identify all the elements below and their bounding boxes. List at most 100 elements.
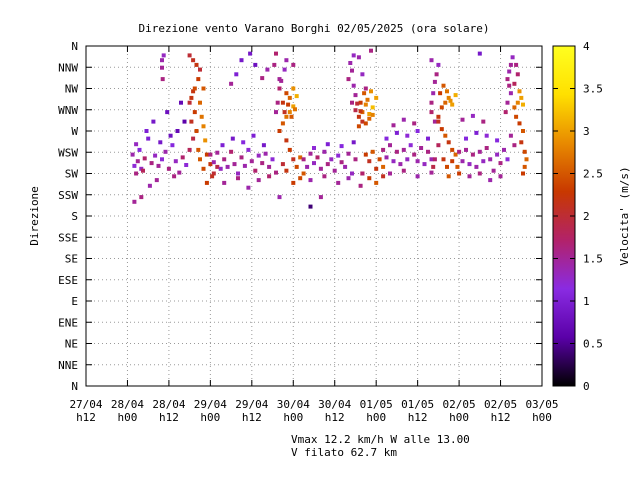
data-points bbox=[130, 48, 529, 209]
data-point bbox=[318, 195, 323, 200]
data-point bbox=[199, 114, 204, 119]
data-point bbox=[470, 113, 475, 118]
data-point bbox=[256, 153, 261, 158]
data-point bbox=[165, 110, 170, 115]
data-point bbox=[477, 171, 482, 176]
data-point bbox=[275, 100, 280, 105]
data-point bbox=[339, 160, 344, 165]
data-point bbox=[196, 77, 201, 82]
data-point bbox=[356, 124, 361, 129]
data-point bbox=[360, 119, 365, 124]
data-point bbox=[180, 155, 185, 160]
data-point bbox=[429, 100, 434, 105]
data-point bbox=[436, 114, 441, 119]
data-point bbox=[453, 152, 458, 157]
data-point bbox=[160, 65, 164, 70]
data-point bbox=[308, 178, 313, 183]
data-point bbox=[308, 151, 313, 156]
data-point bbox=[488, 157, 493, 162]
data-point bbox=[441, 157, 446, 162]
data-point bbox=[370, 105, 375, 110]
data-point bbox=[225, 164, 230, 169]
y-tick-label: W bbox=[71, 125, 78, 138]
data-point bbox=[198, 100, 202, 105]
data-point bbox=[446, 174, 451, 179]
data-point bbox=[441, 83, 446, 88]
y-tick-label: SSE bbox=[58, 231, 78, 244]
data-point bbox=[517, 89, 522, 94]
data-point bbox=[367, 116, 372, 121]
data-point bbox=[517, 121, 522, 126]
data-point bbox=[312, 161, 316, 166]
y-tick-label: WNW bbox=[58, 104, 78, 117]
data-point bbox=[204, 180, 209, 185]
data-point bbox=[358, 100, 363, 105]
data-point bbox=[277, 86, 282, 91]
data-point bbox=[325, 162, 330, 167]
data-point bbox=[439, 127, 444, 132]
data-point bbox=[215, 164, 220, 169]
data-point bbox=[201, 124, 206, 129]
data-point bbox=[508, 62, 513, 67]
data-point bbox=[353, 93, 358, 98]
data-point bbox=[298, 176, 303, 181]
data-point bbox=[294, 164, 299, 169]
x-tick-label-hour: h00 bbox=[532, 411, 552, 424]
data-point bbox=[356, 114, 361, 119]
data-point bbox=[187, 100, 192, 105]
x-tick-label-date: 27/04 bbox=[69, 398, 102, 411]
data-point bbox=[363, 152, 368, 157]
x-tick-label-date: 03/05 bbox=[525, 398, 558, 411]
x-tick-label-hour: h12 bbox=[76, 411, 96, 424]
data-point bbox=[265, 67, 270, 72]
data-point bbox=[246, 147, 251, 152]
data-point bbox=[274, 170, 278, 175]
colorbar-tick-label: 0 bbox=[583, 380, 590, 393]
data-point bbox=[346, 77, 351, 82]
x-tick-label-date: 30/04 bbox=[277, 398, 310, 411]
y-axis-label: Direzione bbox=[28, 186, 41, 246]
data-point bbox=[184, 163, 189, 167]
data-point bbox=[277, 129, 282, 133]
data-point bbox=[191, 89, 196, 94]
data-point bbox=[284, 168, 289, 173]
data-point bbox=[391, 123, 396, 128]
data-point bbox=[391, 159, 396, 164]
data-point bbox=[242, 163, 247, 168]
data-point bbox=[443, 133, 448, 138]
data-point bbox=[515, 100, 520, 105]
data-point bbox=[405, 157, 410, 162]
data-point bbox=[415, 159, 420, 164]
colorbar-tick-label: 0.5 bbox=[583, 338, 603, 351]
data-point bbox=[203, 138, 208, 143]
data-point bbox=[241, 140, 246, 145]
data-point bbox=[381, 174, 386, 179]
y-axis-ticks: N NNE NE ENE E ESE SE SSE S SSW SW WSW W WNW NW NNW N bbox=[58, 40, 542, 393]
data-point bbox=[362, 91, 367, 96]
data-point bbox=[280, 100, 285, 105]
data-point bbox=[175, 129, 180, 133]
x-tick-label-hour: h00 bbox=[366, 411, 386, 424]
data-point bbox=[374, 180, 379, 185]
data-point bbox=[291, 180, 296, 185]
data-point bbox=[438, 91, 443, 96]
data-point bbox=[460, 117, 465, 122]
data-point bbox=[477, 149, 482, 154]
data-point bbox=[301, 157, 306, 162]
data-point bbox=[220, 143, 225, 148]
data-point bbox=[521, 129, 525, 133]
data-point bbox=[260, 76, 265, 81]
data-point bbox=[215, 150, 220, 155]
data-point bbox=[201, 86, 206, 91]
data-point bbox=[512, 143, 517, 148]
data-point bbox=[346, 151, 351, 156]
data-point bbox=[367, 112, 372, 116]
colorbar-tick-label: 1.5 bbox=[583, 253, 603, 266]
data-point bbox=[287, 147, 292, 152]
data-point bbox=[370, 112, 375, 117]
x-tick-label-hour: h00 bbox=[118, 411, 138, 424]
data-point bbox=[161, 53, 166, 58]
data-point bbox=[429, 110, 434, 115]
data-point bbox=[168, 133, 173, 138]
